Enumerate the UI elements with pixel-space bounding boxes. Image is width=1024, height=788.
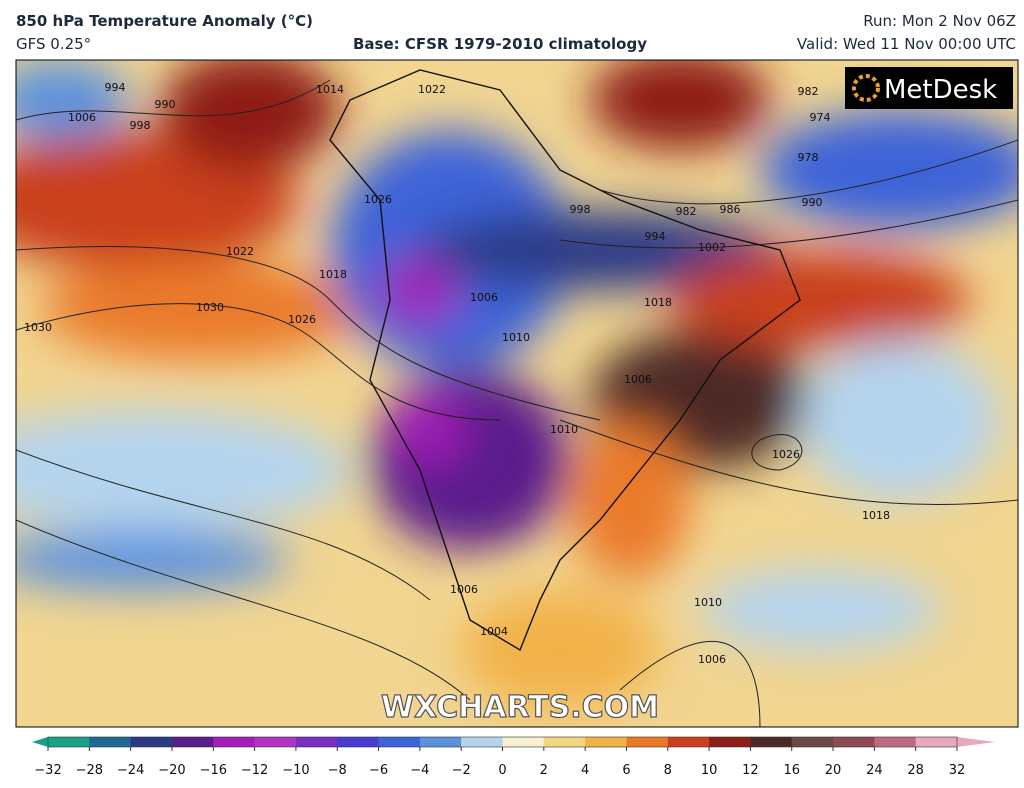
colorbar-segment [915,737,958,747]
isobar-label: 1014 [316,83,344,96]
colorbar-segment [419,737,462,747]
isobar-label: 1018 [644,296,672,309]
isobar-label: 982 [798,85,819,98]
colorbar-segment [750,737,793,747]
isobar-label: 974 [810,111,831,124]
isobar-label: 1022 [226,245,254,258]
isobar-label: 1030 [24,321,52,334]
isobar-label: 1006 [450,583,478,596]
logo-icon [852,74,880,102]
isobar-label: 1006 [470,291,498,304]
colorbar-tick-label: 0 [498,763,506,778]
colorbar-segment [130,737,173,747]
coastline [329,69,801,652]
colorbar-segment [791,737,834,747]
isobar-label: 994 [105,81,126,94]
run: Run: Mon 2 Nov 06Z [863,12,1016,30]
isobar-label: 998 [570,203,591,216]
title: 850 hPa Temperature Anomaly (°C) [16,12,313,30]
colorbar-segment [502,737,545,747]
map: MetDesk WXCHARTS.COM 994 990 1006 998 1014 10… [16,60,1018,727]
logo-box [845,67,1013,109]
colorbar-segment [667,737,710,747]
colorbar-tick-label: −16 [200,763,227,778]
isobar-label: 986 [720,203,741,216]
colorbar-segment [585,737,627,747]
isobar-label: 1018 [319,268,347,281]
map-frame [15,59,1019,728]
colorbar-tick-label: −24 [117,763,144,778]
isobar-label: 1002 [698,241,726,254]
valid: Valid: Wed 11 Nov 00:00 UTC [797,35,1016,53]
isobar-label: 994 [645,230,666,243]
colorbar-segment [213,737,256,747]
isobar-label: 1030 [196,301,224,314]
colorbar-tick-label: 24 [866,763,883,778]
colorbar-tick-label: −8 [328,763,347,778]
colorbar-segment [378,737,421,747]
isobar-label: 982 [676,205,697,218]
colorbar-segment [337,737,380,747]
colorbar-tick-label: −2 [452,763,471,778]
colorbar-segment [89,737,132,747]
isobar-label: 990 [802,196,823,209]
colorbar-tick-label: 12 [742,763,759,778]
isobar-label: 1010 [550,423,578,436]
colorbar-segment [626,737,669,747]
isobar-label: 1026 [772,448,800,461]
colorbar-tick-label: 6 [622,763,630,778]
colorbar-tick-label: 28 [907,763,924,778]
isobar-label: 1006 [698,653,726,666]
colorbar-segment [543,737,586,747]
colorbar: −32 −28 −24 −20 −16 −12 −10 −8 −6 −4 −2 0 2 4 6 8 10 12 16… [32,736,995,778]
watermark: WXCHARTS.COM [381,690,659,725]
colorbar-segment [833,737,875,747]
colorbar-segment [461,737,503,747]
colorbar-tick-label: 10 [701,763,718,778]
colorbar-segment [254,737,297,747]
colorbar-tick-label: 8 [664,763,672,778]
colorbar-tick-label: 20 [825,763,842,778]
colorbar-tick-label: −10 [282,763,309,778]
colorbar-tick-label: −32 [34,763,61,778]
isobar-label: 1010 [502,331,530,344]
isobar-label: 998 [130,119,151,132]
anomaly-field [16,60,1018,710]
logo: MetDesk [884,75,997,105]
isobar-label: 990 [155,98,176,111]
model: GFS 0.25° [16,35,91,53]
base: Base: CFSR 1979-2010 climatology [353,35,647,53]
colorbar-end [32,737,48,747]
isobar-label: 978 [798,151,819,164]
isobar-labels: 994 990 1006 998 1014 1022 982 974 978 986 990 982 9… [24,81,890,666]
colorbar-end [957,737,995,747]
colorbar-segment [295,737,338,747]
colorbar-tick-label: −12 [241,763,268,778]
isobar-label: 1018 [862,509,890,522]
colorbar-tick-label: −4 [410,763,429,778]
colorbar-segment [709,737,751,747]
isobar-label: 1004 [480,625,508,638]
isobars [16,79,1018,727]
colorbar-tick-label: 2 [540,763,548,778]
colorbar-segment [171,737,214,747]
colorbar-tick-label: 4 [581,763,589,778]
isobar-label: 1026 [364,193,392,206]
isobar-label: 1010 [694,596,722,609]
colorbar-tick-label: −20 [158,763,185,778]
colorbar-segment [48,737,90,747]
isobar-label: 1006 [68,111,96,124]
isobar-label: 1006 [624,373,652,386]
colorbar-tick-label: 16 [783,763,800,778]
colorbar-tick-label: −28 [76,763,103,778]
colorbar-segment [874,737,917,747]
isobar-label: 1022 [418,83,446,96]
colorbar-tick-label: −6 [369,763,388,778]
isobar-label: 1026 [288,313,316,326]
colorbar-tick-label: 32 [949,763,966,778]
